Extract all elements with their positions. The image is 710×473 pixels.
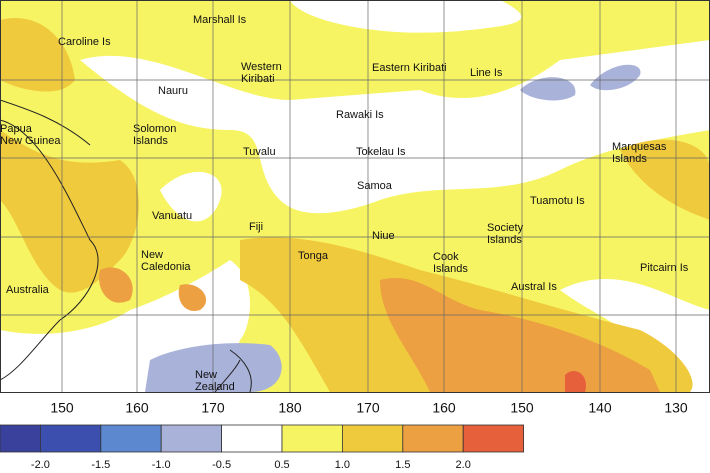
place-label: Society [487, 222, 524, 234]
coastline [214, 349, 252, 393]
place-label: Caroline Is [58, 36, 111, 48]
place-label: Marquesas [612, 141, 667, 153]
longitude-label: 180 [278, 400, 302, 416]
place-label: Vanuatu [152, 210, 192, 222]
field-light-orange [0, 18, 139, 293]
coastline [0, 99, 91, 146]
place-label: Islands [133, 135, 168, 147]
colorbar-swatch [281, 424, 343, 453]
place-label: Caledonia [141, 261, 191, 273]
colorbar-tick-label: 0.5 [274, 459, 289, 471]
place-label: Kiribati [241, 73, 275, 85]
longitude-label: 130 [664, 400, 688, 416]
field-light-blue [520, 64, 641, 101]
colorbar-tick-label: 1.0 [335, 459, 350, 471]
field-white [0, 0, 710, 214]
colorbar-swatch [100, 424, 162, 453]
field-white [160, 171, 222, 222]
place-label: Islands [433, 263, 468, 275]
field-red [565, 371, 586, 392]
colorbar-tick-label: 1.5 [395, 459, 410, 471]
longitude-label: 170 [356, 400, 380, 416]
longitude-label: 150 [50, 400, 74, 416]
place-label: Cook [433, 251, 459, 263]
place-label: Solomon [133, 123, 176, 135]
place-label: Fiji [249, 221, 263, 233]
place-label: Nauru [158, 85, 188, 97]
longitude-label: 170 [201, 400, 225, 416]
colorbar-swatch [402, 424, 464, 453]
colorbar-swatch [341, 424, 404, 453]
place-label: Papua [0, 123, 33, 135]
field-orange [99, 267, 207, 311]
place-label: Australia [6, 284, 50, 296]
longitude-label: 160 [125, 400, 149, 416]
place-label: Tokelau Is [356, 146, 406, 158]
field-light-orange [620, 139, 710, 220]
place-label: Niue [372, 230, 395, 242]
place-label: Marshall Is [193, 14, 247, 26]
colorbar: -2.0 -1.5 -1.0 -0.5 0.5 1.0 1.5 2.0 [0, 424, 525, 471]
colorbar-tick-label: -2.0 [31, 459, 50, 471]
colorbar-swatch [221, 424, 283, 453]
place-label: Zealand [195, 381, 235, 393]
place-label: New [195, 369, 217, 381]
place-label: Eastern Kiribati [372, 62, 447, 74]
graticule [0, 0, 710, 392]
longitude-axis: 150 160 170 180 170 160 150 140 130 [50, 400, 688, 416]
map-fields [0, 0, 710, 393]
place-label: Tuvalu [243, 146, 276, 158]
place-label: Samoa [357, 180, 393, 192]
colorbar-tick-label: -1.5 [91, 459, 110, 471]
colorbar-swatch [462, 424, 525, 453]
place-label: Rawaki Is [336, 109, 384, 121]
place-label: Line Is [470, 67, 503, 79]
longitude-label: 160 [432, 400, 456, 416]
place-label: New Guinea [0, 135, 61, 147]
place-label: Western [241, 61, 282, 73]
longitude-label: 140 [588, 400, 612, 416]
coastline [0, 119, 99, 381]
field-orange [380, 277, 660, 392]
colorbar-swatch [40, 424, 102, 453]
place-label: Austral Is [511, 281, 557, 293]
colorbar-tick-label: 2.0 [456, 459, 471, 471]
longitude-label: 150 [510, 400, 534, 416]
place-label: Pitcairn Is [640, 262, 689, 274]
colorbar-swatch [0, 424, 41, 453]
place-label: Tonga [298, 250, 329, 262]
colorbar-tick-label: -0.5 [212, 459, 231, 471]
place-label: Tuamotu Is [530, 195, 585, 207]
place-label: Islands [487, 234, 522, 246]
place-label: New [141, 249, 163, 261]
colorbar-swatch [160, 424, 222, 453]
colorbar-tick-label: -1.0 [152, 459, 171, 471]
place-label: Islands [612, 153, 647, 165]
